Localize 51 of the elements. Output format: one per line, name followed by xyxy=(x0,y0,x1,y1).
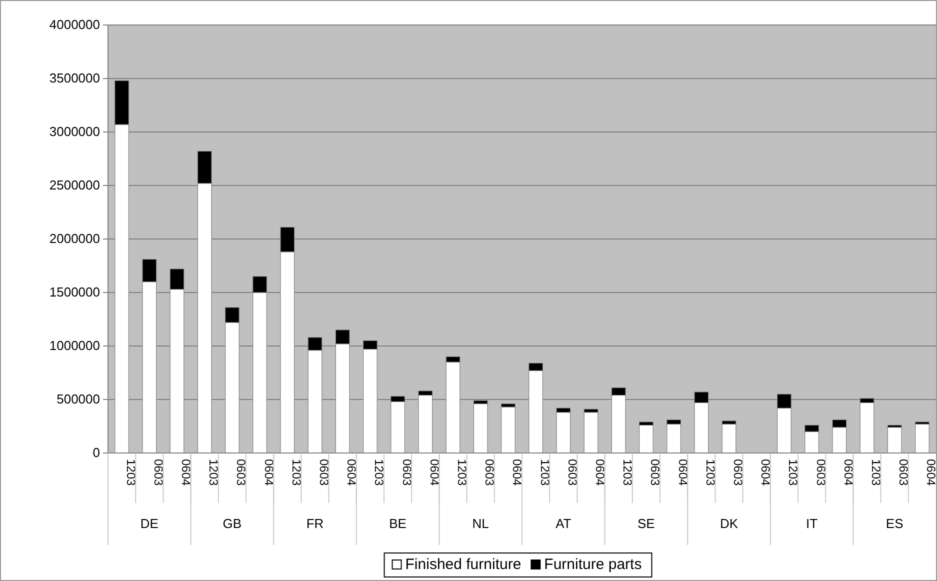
legend-label: Finished furniture xyxy=(405,556,522,573)
y-tick-label: 3500000 xyxy=(49,70,100,86)
x-tick-label: 1203 xyxy=(455,459,469,486)
x-tick-label: 0604 xyxy=(924,459,937,486)
x-tick-label: 0603 xyxy=(400,459,414,486)
x-tick-label: 0603 xyxy=(731,459,745,486)
x-tick-label: 0604 xyxy=(841,459,856,486)
x-tick-label: 0603 xyxy=(565,459,580,486)
y-tick-label: 4000000 xyxy=(49,17,100,32)
text: AT xyxy=(556,516,572,531)
x-tick-label: 0604 xyxy=(179,459,193,486)
x-tick-label: 0603 xyxy=(814,459,828,486)
x-tick-label: 1203 xyxy=(206,459,221,486)
x-tick-label: 0603 xyxy=(482,459,497,486)
x-tick-label: 1203 xyxy=(538,459,552,486)
x-tick-label: 0603 xyxy=(317,459,331,486)
x-tick-label: 1203 xyxy=(289,459,304,486)
text: DE xyxy=(140,516,159,531)
text: SE xyxy=(638,516,656,531)
x-tick-label: 0603 xyxy=(151,459,166,486)
text: IT xyxy=(806,516,818,531)
x-tick-label: 1203 xyxy=(620,459,635,486)
text: BE xyxy=(389,516,407,531)
x-tick-label: 0604 xyxy=(427,459,442,486)
x-tick-label: 0604 xyxy=(510,459,524,486)
x-tick-label: 0603 xyxy=(648,459,662,486)
x-tick-label: 0603 xyxy=(896,459,911,486)
x-tick-label: 0604 xyxy=(262,459,276,486)
text: GB xyxy=(222,516,242,531)
x-tick-label: 1203 xyxy=(869,459,883,486)
x-tick-label: 0604 xyxy=(676,459,690,486)
y-tick-label: 2500000 xyxy=(49,178,100,193)
y-tick-label: 1000000 xyxy=(49,338,100,354)
x-tick-label: 1203 xyxy=(703,459,718,486)
y-tick-label: 3000000 xyxy=(49,124,100,140)
y-tick-label: 2000000 xyxy=(49,231,100,246)
y-tick-label: 1500000 xyxy=(49,284,100,300)
text: ES xyxy=(886,516,904,531)
text: FR xyxy=(306,516,324,531)
x-tick-label: 0603 xyxy=(234,459,248,486)
y-tick-label: 0 xyxy=(92,445,100,460)
text: DK xyxy=(720,516,738,531)
x-tick-label: 1203 xyxy=(786,459,800,486)
legend-label: Furniture parts xyxy=(544,556,642,573)
x-tick-label: 0604 xyxy=(758,459,773,486)
x-tick-label: 0604 xyxy=(344,459,359,486)
x-tick-label: 1203 xyxy=(124,459,138,486)
x-tick-label: 0604 xyxy=(593,459,607,486)
text: NL xyxy=(472,516,489,531)
x-tick-label: 1203 xyxy=(372,459,386,486)
y-tick-label: 500000 xyxy=(56,392,100,407)
